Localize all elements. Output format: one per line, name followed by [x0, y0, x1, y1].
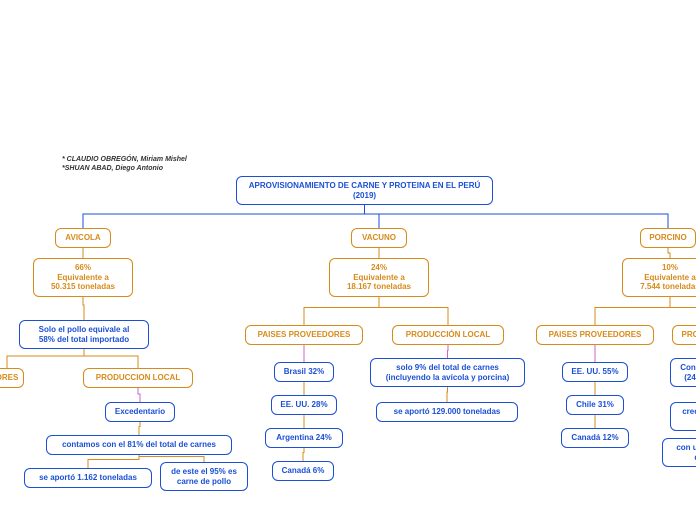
- node-avicola: AVICOLA: [55, 228, 111, 248]
- node-po_eu: EE. UU. 55%: [562, 362, 628, 382]
- node-va_ca: Canadá 6%: [272, 461, 334, 481]
- node-po_pct: 10%Equivalente a7.544 toneladas: [622, 258, 696, 297]
- edge-va_prod-va_9: [448, 343, 449, 358]
- node-va_pct: 24%Equivalente a18.167 toneladas: [329, 258, 429, 297]
- node-root: APROVISIONAMIENTO DE CARNE Y PROTEINA EN…: [236, 176, 493, 205]
- node-po_prod: PRODUCO: [672, 325, 696, 345]
- node-va_129: se aportó 129.000 toneladas: [376, 402, 518, 422]
- node-porcino: PORCINO: [640, 228, 696, 248]
- node-po_total: con un total de: [662, 438, 696, 467]
- authors-block: * CLAUDIO OBREGÓN, Miriam Mishel *SHUAN …: [62, 155, 187, 173]
- node-av_pct: 66%Equivalente a50.315 toneladas: [33, 258, 133, 297]
- node-av_1162: se aportó 1.162 toneladas: [24, 468, 152, 488]
- node-av_pais: ORES: [0, 368, 24, 388]
- node-po_crec: creció un 5: [670, 402, 696, 431]
- author-line-2: *SHUAN ABAD, Diego Antonio: [62, 164, 187, 173]
- edge-av_prod-av_exc: [138, 386, 140, 402]
- author-line-1: * CLAUDIO OBREGÓN, Miriam Mishel: [62, 155, 187, 164]
- node-po_ch: Chile 31%: [566, 395, 624, 415]
- node-po_resp: Con respo(240 000: [670, 358, 696, 387]
- node-av_prod: PRODUCCION LOCAL: [83, 368, 193, 388]
- node-va_pais: PAISES PROVEEDORES: [245, 325, 363, 345]
- node-av_pollo: Solo el pollo equivale al58% del total i…: [19, 320, 149, 349]
- node-va_br: Brasil 32%: [274, 362, 334, 382]
- edge-porcino-po_pct: [668, 248, 670, 258]
- node-va_prod: PRODUCCIÓN LOCAL: [392, 325, 504, 345]
- node-vacuno: VACUNO: [351, 228, 407, 248]
- node-av_95: de este el 95% escarne de pollo: [160, 462, 248, 491]
- node-av_exc: Excedentario: [105, 402, 175, 422]
- node-po_pais: PAISES PROVEEDORES: [536, 325, 654, 345]
- node-va_9: solo 9% del total de carnes(incluyendo l…: [370, 358, 525, 387]
- node-po_ca: Canadá 12%: [561, 428, 629, 448]
- node-va_ar: Argentina 24%: [265, 428, 343, 448]
- node-va_eu: EE. UU. 28%: [271, 395, 337, 415]
- node-av_81: contamos con el 81% del total de carnes: [46, 435, 232, 455]
